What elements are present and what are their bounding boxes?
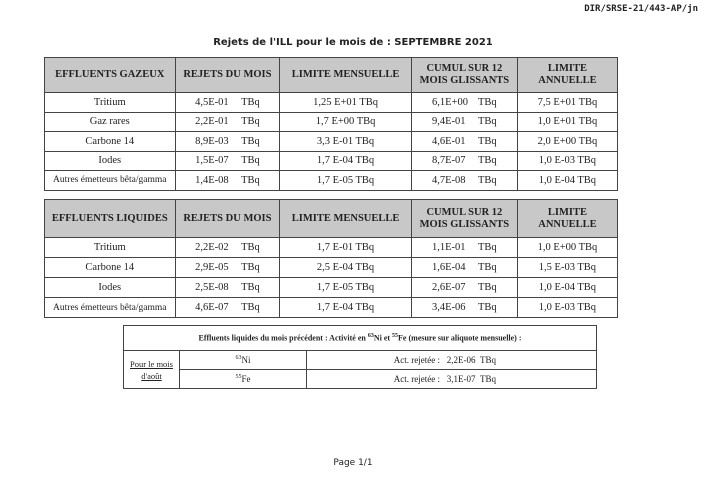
activity-ni: Act. rejetée : 2,2E-06 TBq (306, 350, 597, 370)
column-header: LIMITE ANNUELLE (516, 57, 619, 93)
rolling-12-month-total: 8,7E-07 TBq (410, 150, 518, 171)
annual-limit: 1,5 E-03 TBq (516, 257, 619, 278)
rolling-12-month-total: 1,6E-04 TBq (410, 257, 518, 278)
gaseous-effluents-table: EFFLUENTS GAZEUX REJETS DU MOIS LIMITE MEN… (44, 57, 619, 191)
rolling-12-month-total: 1,1E-01 TBq (410, 237, 518, 258)
liquid-effluents-table: EFFLUENTS LIQUIDES REJETS DU MOIS LIMITE M… (44, 199, 619, 318)
table-row: Iodes 1,5E-07 TBq 1,7 E-04 TBq 8,7E-07 TBq… (44, 150, 619, 171)
rolling-12-month-total: 6,1E+00 TBq (410, 92, 518, 113)
effluent-name: Autres émetteurs bêta/gamma (44, 297, 176, 318)
table-row: Autres émetteurs bêta/gamma 4,6E-07 TBq 1… (44, 297, 619, 318)
effluent-name: Tritium (44, 237, 176, 258)
effluent-name: Iodes (44, 150, 176, 171)
effluent-name: Gaz rares (44, 111, 176, 132)
table-row: Carbone 14 8,9E-03 TBq 3,3 E-01 TBq 4,6E-… (44, 131, 619, 152)
period-label: Pour le mois d'août (123, 350, 180, 389)
monthly-limit: 2,5 E-04 TBq (279, 257, 412, 278)
rolling-12-month-total: 4,7E-08 TBq (410, 170, 518, 191)
page-number: Page 1/1 (333, 458, 373, 468)
column-header: CUMUL SUR 12 MOIS GLISSANTS (410, 199, 518, 238)
monthly-release: 1,5E-07 TBq (174, 150, 281, 171)
rolling-12-month-total: 4,6E-01 TBq (410, 131, 518, 152)
table-row: Tritium 2,2E-02 TBq 1,7 E-01 TBq 1,1E-01 T… (44, 237, 619, 258)
effluent-name: Carbone 14 (44, 257, 176, 278)
table-row: Tritium 4,5E-01 TBq 1,25 E+01 TBq 6,1E+00… (44, 92, 619, 113)
monthly-limit: 1,25 E+01 TBq (279, 92, 412, 113)
rolling-12-month-total: 2,6E-07 TBq (410, 277, 518, 298)
annual-limit: 1,0 E-03 TBq (516, 150, 619, 171)
isotope-fe: 55Fe (179, 369, 307, 389)
page-title: Rejets de l'ILL pour le mois de : SEPTEM… (213, 37, 493, 48)
monthly-limit: 1,7 E+00 TBq (279, 111, 412, 132)
column-header: LIMITE ANNUELLE (516, 199, 619, 238)
previous-month-table: Effluents liquides du mois précédent : A… (123, 325, 597, 389)
column-header: LIMITE MENSUELLE (279, 199, 412, 238)
rolling-12-month-total: 9,4E-01 TBq (410, 111, 518, 132)
monthly-release: 2,2E-02 TBq (174, 237, 281, 258)
monthly-limit: 1,7 E-05 TBq (279, 170, 412, 191)
column-header: LIMITE MENSUELLE (279, 57, 412, 93)
effluent-name: Tritium (44, 92, 176, 113)
table-row: Autres émetteurs bêta/gamma 1,4E-08 TBq 1… (44, 170, 619, 191)
annual-limit: 2,0 E+00 TBq (516, 131, 619, 152)
activity-fe: Act. rejetée : 3,1E-07 TBq (306, 369, 597, 389)
effluent-name: Autres émetteurs bêta/gamma (44, 170, 176, 191)
monthly-limit: 1,7 E-04 TBq (279, 150, 412, 171)
monthly-release: 2,9E-05 TBq (174, 257, 281, 278)
effluent-name: Iodes (44, 277, 176, 298)
monthly-release: 2,2E-01 TBq (174, 111, 281, 132)
annual-limit: 1,0 E-04 TBq (516, 277, 619, 298)
annual-limit: 1,0 E+01 TBq (516, 111, 619, 132)
table-row: Carbone 14 2,9E-05 TBq 2,5 E-04 TBq 1,6E-… (44, 257, 619, 278)
monthly-release: 8,9E-03 TBq (174, 131, 281, 152)
previous-month-header: Effluents liquides du mois précédent : A… (123, 325, 597, 351)
monthly-limit: 1,7 E-01 TBq (279, 237, 412, 258)
monthly-release: 4,6E-07 TBq (174, 297, 281, 318)
effluent-name: Carbone 14 (44, 131, 176, 152)
annual-limit: 7,5 E+01 TBq (516, 92, 619, 113)
monthly-release: 2,5E-08 TBq (174, 277, 281, 298)
monthly-limit: 3,3 E-01 TBq (279, 131, 412, 152)
document-reference: DIR/SRSE-21/443-AP/jn (584, 4, 698, 14)
column-header: CUMUL SUR 12 MOIS GLISSANTS (410, 57, 518, 93)
monthly-release: 4,5E-01 TBq (174, 92, 281, 113)
column-header: EFFLUENTS LIQUIDES (44, 199, 176, 238)
column-header: EFFLUENTS GAZEUX (44, 57, 176, 93)
table-row: Gaz rares 2,2E-01 TBq 1,7 E+00 TBq 9,4E-0… (44, 111, 619, 132)
annual-limit: 1,0 E+00 TBq (516, 237, 619, 258)
annual-limit: 1,0 E-03 TBq (516, 297, 619, 318)
isotope-ni: 63Ni (179, 350, 307, 370)
column-header: REJETS DU MOIS (174, 199, 281, 238)
column-header: REJETS DU MOIS (174, 57, 281, 93)
annual-limit: 1,0 E-04 TBq (516, 170, 619, 191)
monthly-limit: 1,7 E-05 TBq (279, 277, 412, 298)
monthly-release: 1,4E-08 TBq (174, 170, 281, 191)
monthly-limit: 1,7 E-04 TBq (279, 297, 412, 318)
table-row: Iodes 2,5E-08 TBq 1,7 E-05 TBq 2,6E-07 TBq… (44, 277, 619, 298)
rolling-12-month-total: 3,4E-06 TBq (410, 297, 518, 318)
